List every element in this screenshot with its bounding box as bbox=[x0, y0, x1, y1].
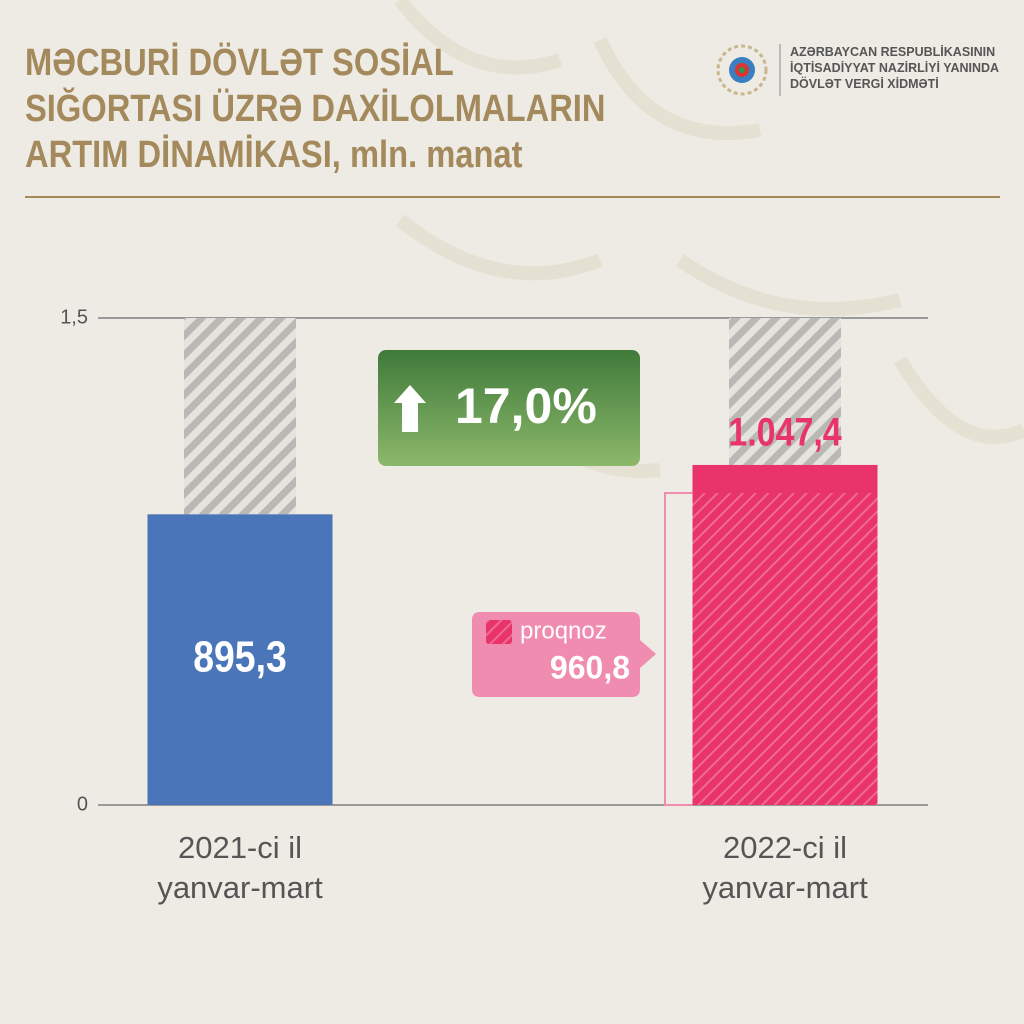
organization: AZƏRBAYCAN RESPUBLİKASININ İQTİSADİYYAT … bbox=[790, 45, 1000, 91]
growth-arrow bbox=[394, 385, 426, 432]
growth-label: 17,0% bbox=[455, 378, 597, 434]
bar bbox=[147, 514, 333, 805]
forecast-bracket bbox=[664, 492, 693, 806]
growth-box bbox=[378, 350, 640, 466]
forecast-area bbox=[692, 493, 878, 805]
x-tick-label: 2021-ci il yanvar-mart bbox=[157, 830, 323, 905]
background-hatch bbox=[729, 318, 841, 465]
x-tick-label: 2022-ci il yanvar-mart bbox=[702, 830, 868, 905]
y-tick-label: 0 bbox=[77, 793, 88, 815]
chart-title: MƏCBURİ DÖVLƏT SOSİAL SIĞORTASI ÜZRƏ DAX… bbox=[25, 42, 606, 176]
value-label: 895,3 bbox=[193, 632, 287, 682]
legend-label: proqnoz bbox=[520, 617, 607, 644]
forecast-label: 960,8 bbox=[550, 649, 630, 685]
y-tick-label: 1,5 bbox=[60, 306, 88, 328]
logo bbox=[716, 44, 781, 96]
legend-swatch bbox=[486, 620, 512, 644]
background-hatch bbox=[184, 318, 296, 515]
value-label: 1.047,4 bbox=[728, 409, 842, 454]
callout bbox=[472, 612, 656, 697]
